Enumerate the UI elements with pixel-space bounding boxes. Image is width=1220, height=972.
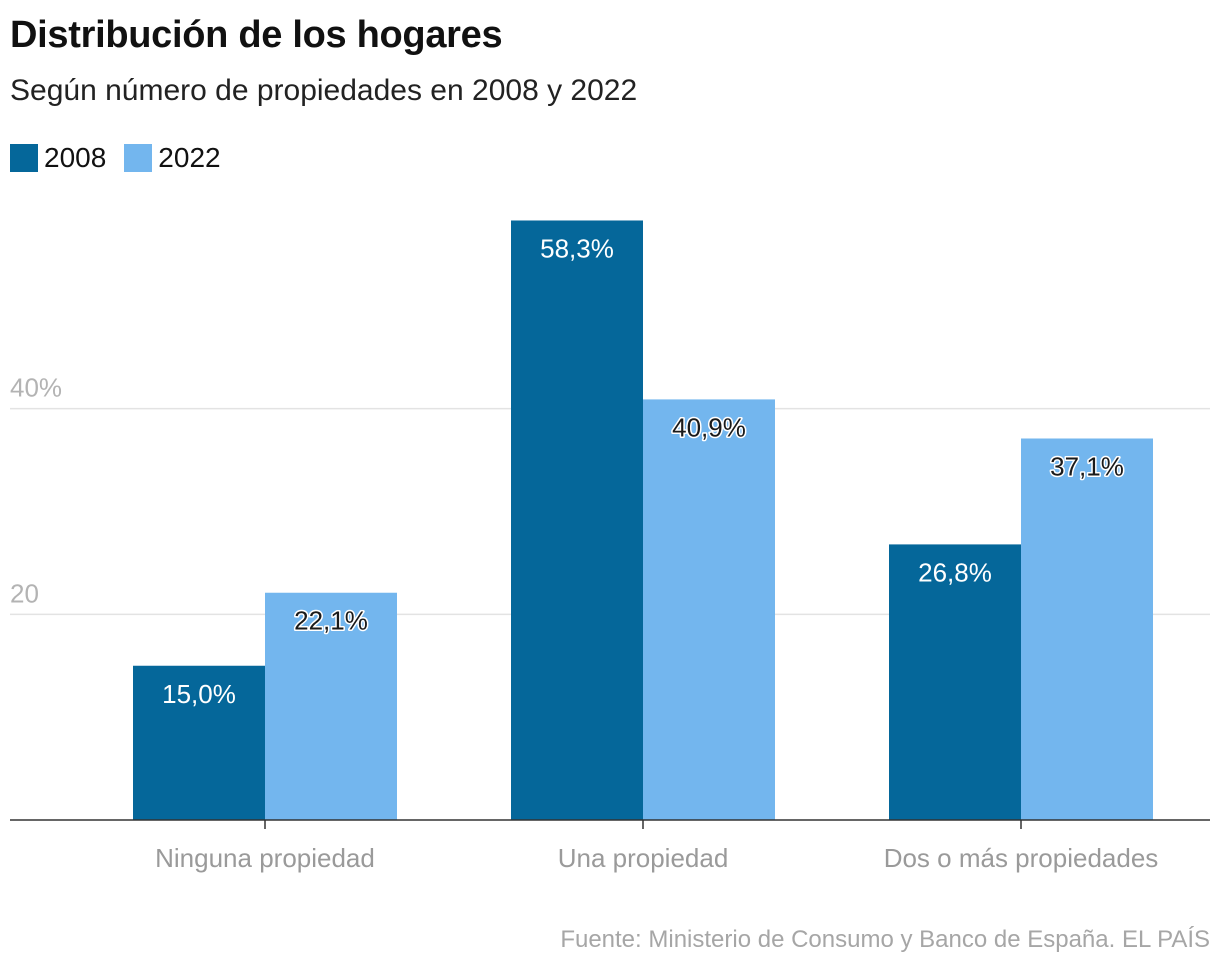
data-label-2008-0: 15,0% xyxy=(162,679,236,709)
legend: 2008 2022 xyxy=(10,142,239,174)
legend-item-2008: 2008 xyxy=(10,142,106,174)
bars xyxy=(133,220,1153,820)
y-tick-label: 20 xyxy=(10,578,39,608)
y-axis-tick-labels: 20 40% xyxy=(10,373,62,609)
legend-label-2022: 2022 xyxy=(158,142,221,173)
bar-2008-0 xyxy=(133,665,265,820)
data-label-2022-0: 22,1% xyxy=(294,606,368,636)
x-axis-category-labels: Ninguna propiedad Una propiedad Dos o más … xyxy=(155,843,1158,873)
bar-2008-1 xyxy=(511,220,643,820)
legend-item-2022: 2022 xyxy=(124,142,221,174)
data-label-2022-2: 37,1% xyxy=(1050,451,1124,481)
x-category-label: Ninguna propiedad xyxy=(155,843,375,873)
data-label-2022-1: 40,9% xyxy=(672,412,746,442)
chart-subtitle: Según número de propiedades en 2008 y 20… xyxy=(10,74,638,107)
data-label-2008-1: 58,3% xyxy=(540,233,614,263)
x-category-label: Una propiedad xyxy=(558,843,729,873)
chart-title: Distribución de los hogares xyxy=(10,14,503,56)
data-label-2008-2: 26,8% xyxy=(918,557,992,587)
bar-2008-2 xyxy=(889,544,1021,820)
legend-swatch-2022 xyxy=(124,144,153,172)
bar-2022-0 xyxy=(265,592,397,820)
source-note: Fuente: Ministerio de Consumo y Banco de… xyxy=(560,926,1210,953)
bar-2022-1 xyxy=(643,399,775,820)
bar-chart: 20 40% 15,0% 58,3% 26,8% 22,1% 40,9% 37,1% Nin… xyxy=(10,220,1210,873)
bar-2022-2 xyxy=(1021,438,1153,820)
x-category-label: Dos o más propiedades xyxy=(884,843,1159,873)
legend-swatch-2008 xyxy=(10,144,38,172)
legend-label-2008: 2008 xyxy=(44,142,107,173)
y-tick-label: 40% xyxy=(10,373,62,403)
x-axis xyxy=(10,819,1210,829)
data-labels: 15,0% 58,3% 26,8% 22,1% 40,9% 37,1% xyxy=(161,232,1126,710)
